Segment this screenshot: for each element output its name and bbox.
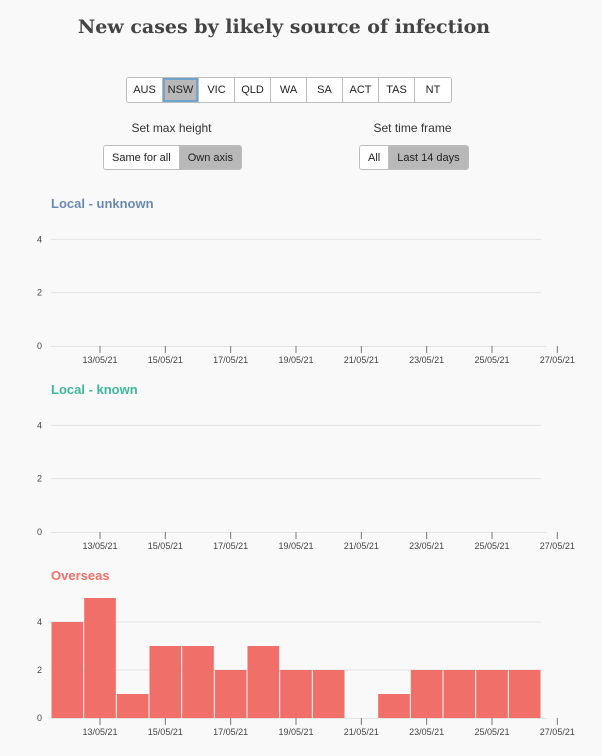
y-tick-label: 0 [37,527,42,537]
time-frame-toggle: All Last 14 days [359,145,469,170]
y-tick-label: 2 [37,288,42,298]
bar [116,694,149,718]
x-tick-label: 19/05/21 [278,541,313,551]
bar [508,670,541,718]
time-option-all[interactable]: All [360,146,390,169]
chart-title: Local - known [51,382,138,397]
bar [51,622,84,718]
state-button-vic[interactable]: VIC [199,78,235,102]
x-tick-label: 21/05/21 [344,727,379,737]
bar [476,670,508,718]
bar [443,670,476,718]
y-tick-label: 2 [37,474,42,484]
y-tick-label: 0 [37,341,42,351]
height-option-own-axis[interactable]: Own axis [179,146,241,169]
x-tick-label: 23/05/21 [409,355,444,365]
y-tick-label: 4 [37,617,42,627]
state-button-nt[interactable]: NT [415,78,451,102]
state-button-tas[interactable]: TAS [379,78,415,102]
max-height-toggle: Same for all Own axis [103,145,242,170]
chart-title: Overseas [51,568,110,583]
x-tick-label: 19/05/21 [278,355,313,365]
y-tick-label: 4 [37,234,42,244]
state-button-aus[interactable]: AUS [127,78,163,102]
x-tick-label: 27/05/21 [540,355,575,365]
bar [182,646,214,718]
chart-local-unknown: Local - unknown 0 2 4 13/05/21 15/05/21 17/05… [0,196,602,366]
x-tick-label: 13/05/21 [82,355,117,365]
chart-local-known: Local - known 0 2 4 13/05/21 15/05/21 17/05/2… [0,382,602,552]
time-option-last-14-days[interactable]: Last 14 days [389,146,468,169]
bar [280,670,312,718]
time-frame-label: Set time frame [373,121,452,135]
x-tick-label: 17/05/21 [213,541,248,551]
state-button-sa[interactable]: SA [307,78,343,102]
x-tick-label: 27/05/21 [540,727,575,737]
x-tick-label: 15/05/21 [148,727,183,737]
x-tick-label: 15/05/21 [148,541,183,551]
x-tick-label: 17/05/21 [213,727,248,737]
bar [410,670,443,718]
y-tick-label: 2 [37,665,42,675]
y-tick-label: 0 [37,713,42,723]
x-tick-label: 21/05/21 [344,355,379,365]
x-tick-label: 23/05/21 [409,727,444,737]
state-selector: AUS NSW VIC QLD WA SA ACT TAS NT [126,77,452,103]
bar [149,646,182,718]
bar [214,670,247,718]
x-tick-label: 25/05/21 [474,541,509,551]
x-tick-label: 25/05/21 [474,355,509,365]
state-button-wa[interactable]: WA [271,78,307,102]
y-tick-label: 4 [37,420,42,430]
state-button-qld[interactable]: QLD [235,78,271,102]
page-title: New cases by likely source of infection [77,16,491,38]
chart-overseas: Overseas 0 2 4 13/05/21 15/05/21 17/05/21 19/0… [0,568,602,738]
bar [312,670,345,718]
x-tick-label: 13/05/21 [82,727,117,737]
x-tick-label: 25/05/21 [474,727,509,737]
bar [247,646,280,718]
bar [84,598,116,718]
chart-plot: 0 2 4 13/05/21 15/05/21 17/05/21 19/05/21 21/05… [37,234,575,365]
bar [378,694,410,718]
x-tick-label: 23/05/21 [409,541,444,551]
chart-title: Local - unknown [51,196,154,211]
x-tick-label: 19/05/21 [278,727,313,737]
chart-plot: 0 2 4 13/05/21 15/05/21 17/05/21 19/05/21 21/05… [37,420,575,551]
x-tick-label: 27/05/21 [540,541,575,551]
state-button-nsw[interactable]: NSW [163,78,199,102]
state-button-act[interactable]: ACT [343,78,379,102]
x-tick-label: 15/05/21 [148,355,183,365]
chart-plot: 0 2 4 13/05/21 15/05/21 17/05/21 19/05/21 21/05… [37,598,575,737]
x-tick-label: 21/05/21 [344,541,379,551]
height-option-same-for-all[interactable]: Same for all [104,146,180,169]
max-height-label: Set max height [131,121,212,135]
x-tick-label: 17/05/21 [213,355,248,365]
x-tick-label: 13/05/21 [82,541,117,551]
